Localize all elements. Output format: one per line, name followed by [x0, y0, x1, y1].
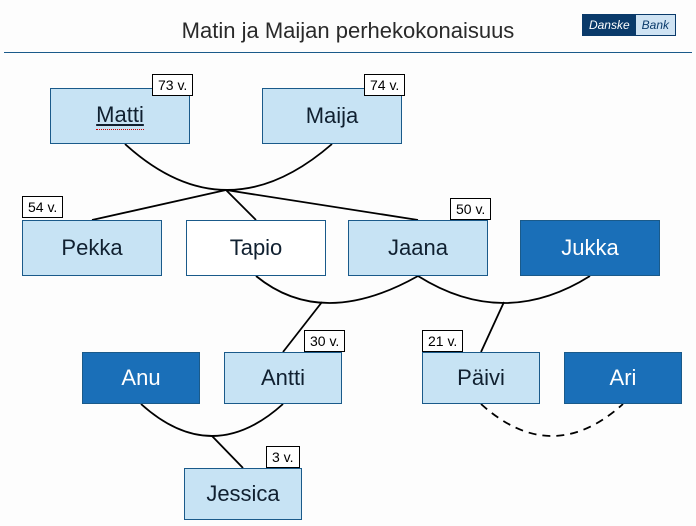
node-label: Jukka: [561, 235, 618, 261]
node-label: Päivi: [457, 365, 505, 391]
node-label: Jessica: [206, 481, 279, 507]
node-matti: Matti: [50, 88, 190, 144]
node-label: Maija: [306, 103, 359, 129]
node-label: Ari: [610, 365, 637, 391]
age-paivi: 21 v.: [422, 330, 463, 352]
node-jessica: Jessica: [184, 468, 302, 520]
node-ari: Ari: [564, 352, 682, 404]
age-maija: 74 v.: [364, 74, 405, 96]
node-label: Matti: [96, 102, 144, 130]
age-jaana: 50 v.: [450, 198, 491, 220]
age-matti: 73 v.: [152, 74, 193, 96]
node-label: Anu: [121, 365, 160, 391]
logo-right: Bank: [636, 15, 675, 35]
node-label: Antti: [261, 365, 305, 391]
node-label: Tapio: [230, 235, 283, 261]
age-jessica: 3 v.: [266, 446, 300, 468]
age-pekka: 54 v.: [22, 196, 63, 218]
page: { "title": "Matin ja Maijan perhekokonai…: [0, 0, 696, 526]
node-paivi: Päivi: [422, 352, 540, 404]
node-label: Jaana: [388, 235, 448, 261]
age-antti: 30 v.: [304, 330, 345, 352]
header-divider: [4, 52, 692, 53]
node-label: Pekka: [61, 235, 122, 261]
node-tapio: Tapio: [186, 220, 326, 276]
logo-left: Danske: [583, 15, 636, 35]
brand-logo: Danske Bank: [582, 14, 676, 36]
node-anu: Anu: [82, 352, 200, 404]
node-antti: Antti: [224, 352, 342, 404]
node-jukka: Jukka: [520, 220, 660, 276]
node-pekka: Pekka: [22, 220, 162, 276]
node-maija: Maija: [262, 88, 402, 144]
node-jaana: Jaana: [348, 220, 488, 276]
